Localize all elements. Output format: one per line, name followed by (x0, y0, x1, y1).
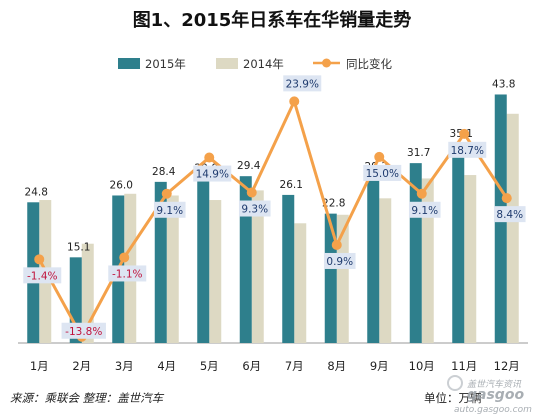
legend-marker-yoy (322, 58, 331, 68)
bar-2015-11 (452, 143, 465, 343)
bar-label-2015-12: 43.8 (492, 78, 515, 90)
yoy-label-box-10 (408, 201, 441, 218)
yoy-label-box-2 (61, 322, 106, 339)
bar-2015-4 (154, 181, 167, 343)
yoy-marker-4 (161, 188, 172, 199)
x-tick-label-5: 5月 (200, 359, 219, 373)
bar-label-2015-7: 26.1 (280, 179, 303, 191)
x-tick-label-1: 1月 (30, 359, 49, 373)
bar-2014-4 (166, 195, 179, 343)
chart-title: 图1、2015年日系车在华销量走势 (133, 9, 412, 31)
yoy-marker-6 (246, 187, 257, 198)
yoy-label-2: -13.8% (65, 326, 102, 338)
legend-swatch-2015 (118, 58, 140, 69)
bar-2014-6 (251, 190, 264, 343)
yoy-label-10: 9.1% (411, 205, 438, 217)
bar-2015-7 (282, 194, 295, 343)
x-tick-label-8: 8月 (327, 359, 346, 373)
yoy-marker-9 (374, 151, 385, 162)
x-tick-label-2: 2月 (72, 359, 91, 373)
legend-label-2014: 2014年 (243, 57, 284, 71)
bar-2015-8 (324, 213, 337, 343)
x-tick-label-12: 12月 (494, 359, 520, 373)
watermark-brand: gasgoo (467, 387, 524, 403)
yoy-label-1: -1.4% (27, 270, 57, 282)
legend: 2015年 2014年 同比变化 (118, 57, 392, 71)
bar-2014-12 (506, 113, 519, 343)
x-tick-label-10: 10月 (409, 359, 435, 373)
bar-2015-5 (197, 178, 210, 343)
x-tick-label-9: 9月 (370, 359, 389, 373)
yoy-marker-12 (501, 193, 512, 204)
bar-2015-6 (239, 176, 252, 343)
yoy-label-box-8 (323, 252, 356, 269)
yoy-line (37, 99, 509, 339)
bar-2015-9 (367, 176, 380, 343)
watermark-url: auto.gasgoo.com (454, 405, 532, 415)
bar-2014-9 (379, 198, 392, 343)
bar-label-2015-8: 22.8 (322, 198, 345, 210)
x-tick-label-3: 3月 (115, 359, 134, 373)
yoy-label-box-6 (238, 200, 271, 217)
source-note: 来源：乘联会 整理：盖世汽车 (10, 391, 165, 405)
yoy-label-4: 9.1% (156, 205, 183, 217)
yoy-marker-10 (416, 188, 427, 199)
yoy-label-box-1 (23, 267, 62, 284)
yoy-label-8: 0.9% (326, 256, 353, 268)
yoy-label-5: 14.9% (196, 169, 229, 181)
bar-label-2015-1: 24.8 (25, 186, 48, 198)
yoy-marker-5 (204, 152, 215, 163)
unit-note: 单位：万辆 (424, 391, 482, 405)
watermark-cn: 盖世汽车资讯 (467, 379, 522, 390)
bar-label-2015-6: 29.4 (237, 160, 261, 172)
yoy-label-box-7 (283, 75, 322, 92)
yoy-marker-7 (289, 96, 300, 107)
watermark: 盖世汽车资讯 gasgoo auto.gasgoo.com (447, 375, 532, 415)
yoy-label-box-4 (153, 201, 186, 218)
yoy-label-11: 18.7% (451, 145, 484, 157)
yoy-label-12: 8.4% (496, 209, 523, 221)
yoy-label-6: 9.3% (241, 204, 268, 216)
legend-label-2015: 2015年 (145, 57, 186, 71)
yoy-label-7: 23.9% (286, 78, 319, 90)
plot-area: 24.81月15.12月26.03月28.44月29.05月29.46月26.1… (18, 75, 528, 373)
legend-label-yoy: 同比变化 (346, 57, 392, 71)
yoy-label-box-12 (493, 206, 526, 223)
yoy-label-box-11 (448, 141, 487, 158)
bar-label-2015-3: 26.0 (110, 179, 133, 191)
x-tick-label-4: 4月 (157, 359, 176, 373)
bar-label-2015-2: 15.1 (67, 241, 90, 253)
bar-2014-11 (464, 175, 477, 343)
yoy-marker-8 (331, 239, 342, 250)
x-tick-label-7: 7月 (285, 359, 304, 373)
legend-swatch-2014 (216, 58, 238, 69)
bar-2014-5 (209, 200, 222, 343)
bar-label-2015-10: 31.7 (407, 147, 430, 159)
yoy-label-box-9 (363, 164, 402, 181)
yoy-label-3: -1.1% (112, 268, 142, 280)
yoy-marker-1 (34, 254, 45, 265)
watermark-logo-icon (447, 375, 463, 391)
yoy-marker-11 (459, 128, 470, 139)
yoy-label-box-3 (108, 265, 147, 282)
bar-2014-10 (421, 178, 434, 343)
bar-label-2015-4: 28.4 (152, 166, 176, 178)
yoy-label-9: 15.0% (366, 168, 399, 180)
x-tick-label-6: 6月 (242, 359, 261, 373)
yoy-marker-3 (119, 252, 130, 263)
bar-2014-7 (294, 223, 307, 343)
x-tick-label-11: 11月 (451, 359, 477, 373)
yoy-label-box-5 (193, 165, 232, 182)
